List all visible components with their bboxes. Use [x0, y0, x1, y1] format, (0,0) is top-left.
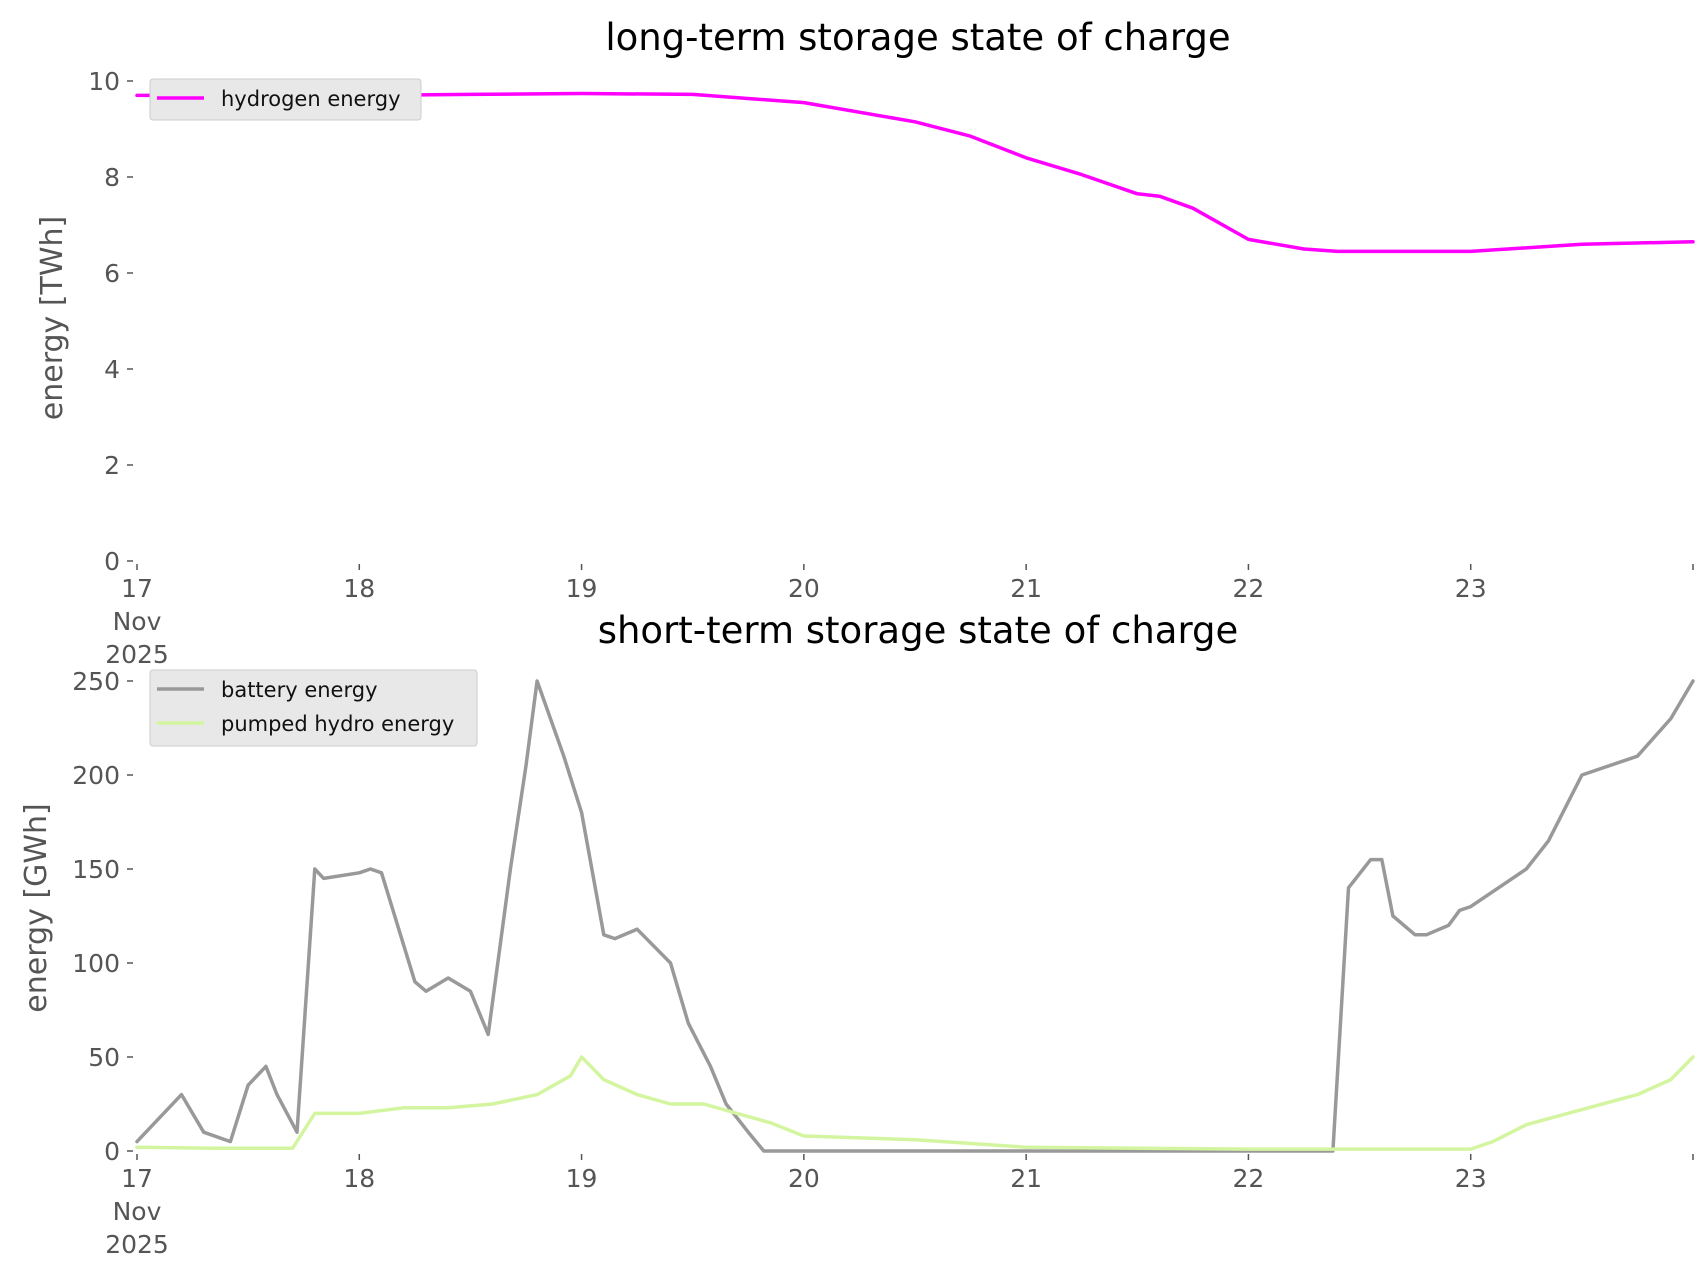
long-term-storage-chart: long-term storage state of charge energy… [35, 16, 1695, 669]
y-axis-ticks: 0 2 4 6 8 10 [88, 67, 133, 576]
y-tick-label: 6 [104, 259, 120, 288]
y-tick-label: 0 [104, 1137, 120, 1166]
legend: battery energy pumped hydro energy [149, 669, 478, 747]
x-tick-label-date: Nov [113, 607, 162, 636]
x-tick-label: 21 [1010, 1164, 1042, 1193]
x-axis-ticks: 17 Nov 2025 18 19 20 21 22 23 [105, 1154, 1694, 1259]
short-term-storage-chart: short-term storage state of charge energ… [19, 609, 1695, 1259]
x-tick-label: 20 [788, 574, 820, 603]
x-tick-label: 18 [343, 1164, 375, 1193]
legend-label-hydrogen: hydrogen energy [221, 87, 401, 111]
y-tick-label: 0 [104, 547, 120, 576]
y-tick-label: 250 [72, 667, 120, 696]
x-tick-label: 20 [788, 1164, 820, 1193]
x-axis-ticks: 17 Nov 2025 18 19 20 21 22 23 [105, 564, 1694, 669]
x-tick-label: 21 [1010, 574, 1042, 603]
legend-box [149, 78, 422, 121]
x-tick-label: 18 [343, 574, 375, 603]
y-tick-label: 150 [72, 855, 120, 884]
chart-title: long-term storage state of charge [605, 16, 1230, 59]
series-lines [135, 91, 1695, 254]
series-lines [135, 679, 1695, 1153]
y-tick-label: 200 [72, 761, 120, 790]
y-tick-label: 100 [72, 949, 120, 978]
x-tick-label: 23 [1455, 574, 1487, 603]
x-tick-label-date: 2025 [105, 640, 169, 669]
x-tick-label-date: 2025 [105, 1230, 169, 1259]
y-tick-label: 50 [88, 1043, 120, 1072]
y-axis-ticks: 0 50 100 150 200 250 [72, 667, 133, 1166]
x-tick-label: 22 [1233, 1164, 1265, 1193]
y-tick-label: 4 [104, 355, 120, 384]
x-tick-label: 17 [121, 1164, 153, 1193]
legend: hydrogen energy [149, 78, 422, 121]
legend-label-pumped-hydro: pumped hydro energy [221, 712, 454, 736]
legend-box [149, 669, 478, 747]
x-tick-label: 19 [566, 1164, 598, 1193]
x-tick-label: 22 [1233, 574, 1265, 603]
legend-label-battery: battery energy [221, 678, 378, 702]
x-tick-label: 19 [566, 574, 598, 603]
x-tick-label: 17 [121, 574, 153, 603]
y-axis-label: energy [GWh] [19, 803, 54, 1012]
series-line-hydrogen-energy [135, 91, 1695, 254]
x-tick-label: 23 [1455, 1164, 1487, 1193]
series-line-pumped-hydro-energy [135, 1055, 1695, 1151]
x-tick-label-date: Nov [113, 1197, 162, 1226]
series-line-battery-energy [135, 679, 1695, 1153]
y-tick-label: 10 [88, 67, 120, 96]
y-tick-label: 8 [104, 163, 120, 192]
chart-title: short-term storage state of charge [598, 609, 1239, 652]
y-axis-label: energy [TWh] [35, 216, 70, 420]
y-tick-label: 2 [104, 451, 120, 480]
